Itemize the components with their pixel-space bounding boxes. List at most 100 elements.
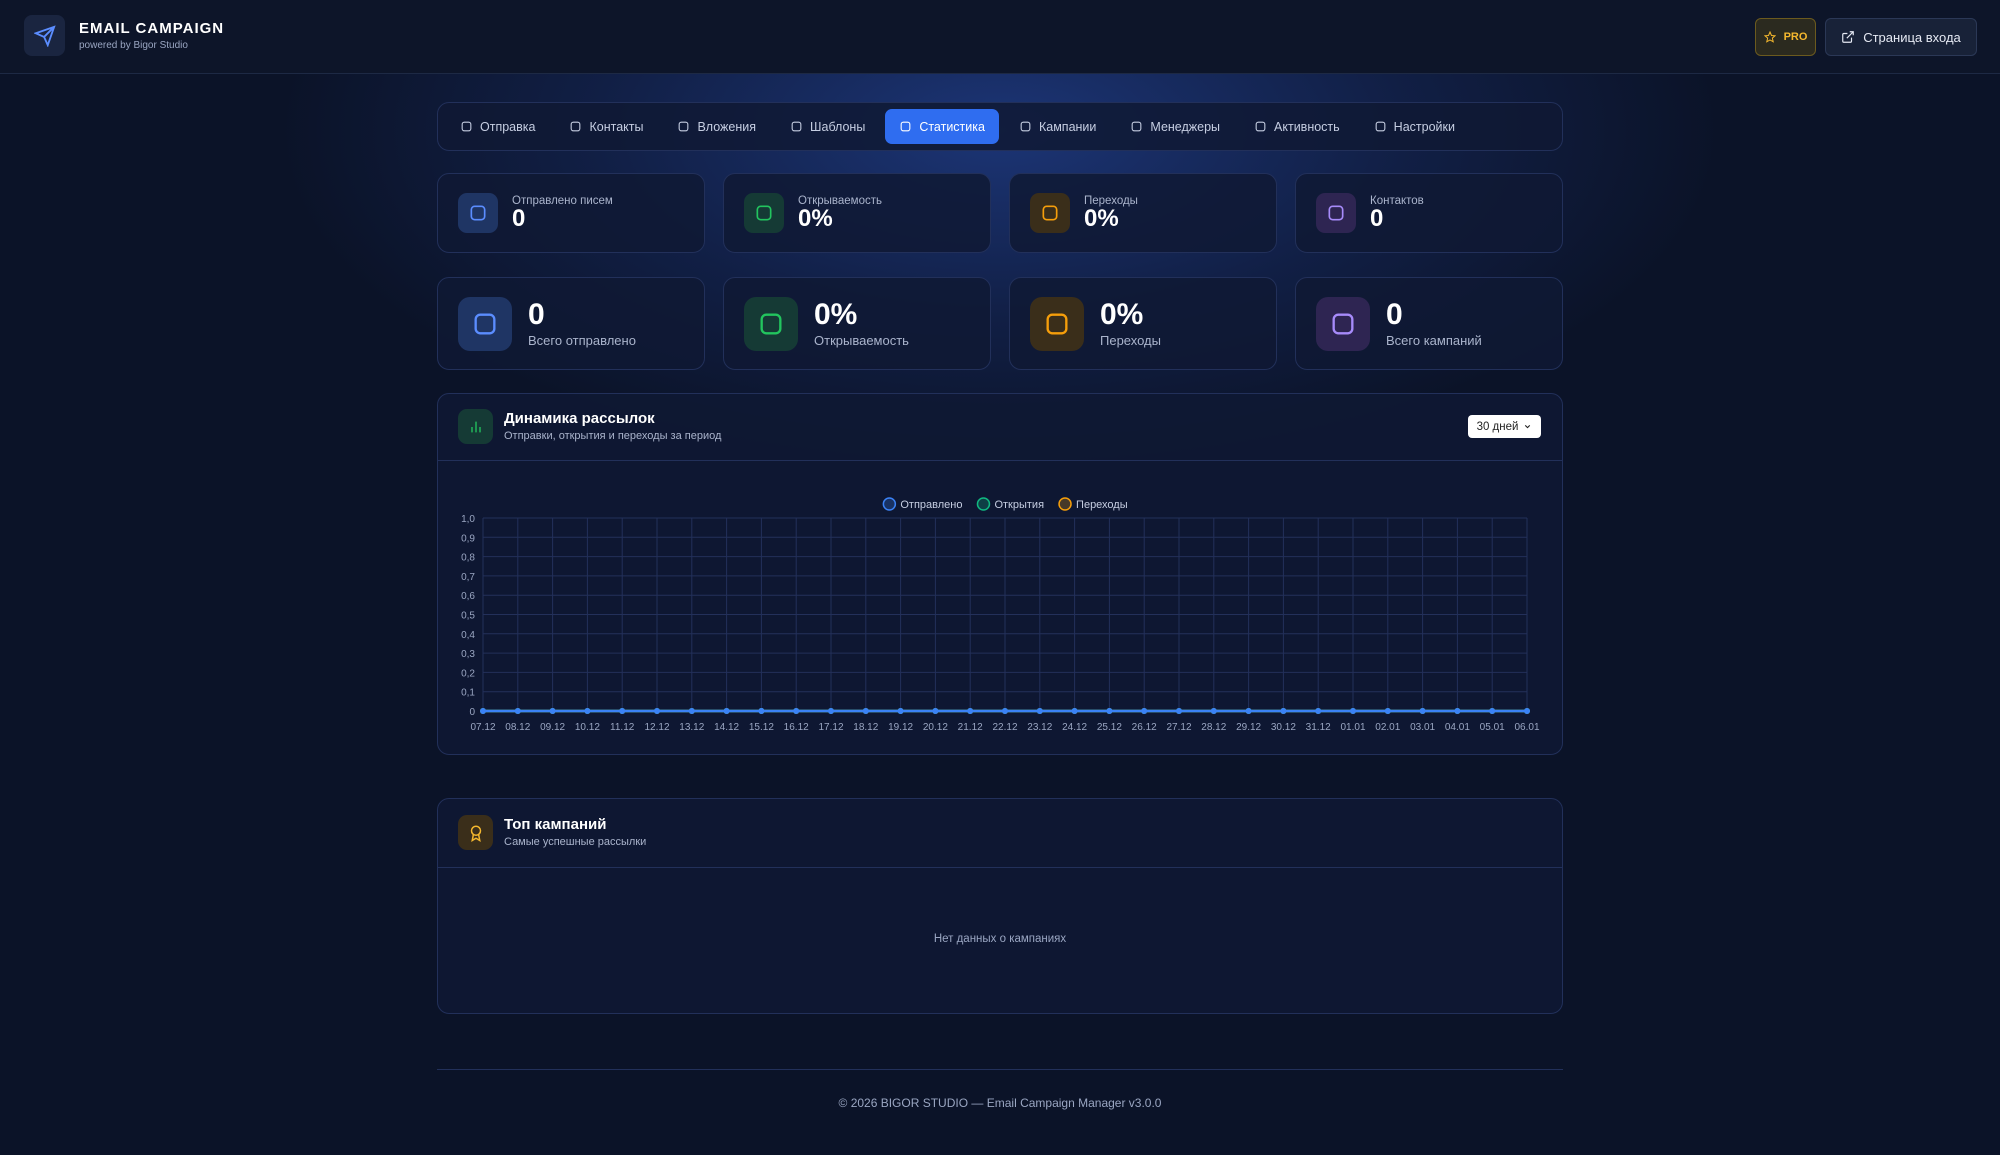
icon bbox=[900, 121, 911, 132]
nav-tab-label: Вложения bbox=[697, 119, 757, 134]
data-point bbox=[619, 708, 626, 714]
pro-label: PRO bbox=[1783, 31, 1808, 43]
chart-subtitle: Отправки, открытия и переходы за период bbox=[504, 430, 722, 442]
y-tick-label: 0,4 bbox=[461, 630, 475, 641]
nav-tab[interactable]: Вложения bbox=[663, 109, 770, 144]
stat-value: 0 bbox=[512, 205, 526, 232]
stat-card: Открываемость 0% bbox=[723, 173, 991, 253]
icon-shape bbox=[571, 121, 581, 132]
chevron bbox=[1525, 424, 1531, 429]
summary-value: 0% bbox=[814, 297, 858, 331]
nav-tab[interactable]: Менеджеры bbox=[1116, 109, 1234, 144]
x-tick-label: 04.01 bbox=[1445, 722, 1470, 733]
nav-tab-label: Статистика bbox=[919, 119, 985, 134]
icon bbox=[1046, 313, 1068, 334]
data-point bbox=[1176, 708, 1182, 714]
bars-icon bbox=[470, 421, 481, 432]
data-point bbox=[1280, 708, 1287, 714]
nav-tab[interactable]: Шаблоны bbox=[776, 109, 879, 144]
star-icon bbox=[1763, 31, 1776, 43]
summary-icon bbox=[744, 296, 798, 351]
data-point bbox=[862, 708, 869, 714]
brand-title: EMAIL CAMPAIGN bbox=[79, 20, 225, 37]
icon bbox=[1332, 313, 1354, 334]
y-tick-label: 0,1 bbox=[461, 688, 475, 699]
y-tick-label: 0,8 bbox=[461, 553, 475, 564]
period-select[interactable]: 30 дней bbox=[1468, 415, 1541, 438]
data-point bbox=[514, 708, 521, 714]
icon bbox=[1020, 121, 1031, 132]
stat-card: Отправлено писем 0 bbox=[437, 173, 705, 253]
nav-tab-label: Контакты bbox=[589, 119, 644, 134]
x-tick-label: 11.12 bbox=[610, 722, 635, 733]
divider bbox=[437, 460, 1563, 461]
nav-tab[interactable]: Статистика bbox=[885, 109, 999, 144]
nav-tab[interactable]: Отправка bbox=[446, 109, 549, 144]
data-point bbox=[967, 708, 974, 714]
period-label: 30 дней bbox=[1476, 420, 1519, 433]
logo-icon bbox=[33, 24, 56, 47]
y-tick-label: 0,9 bbox=[461, 533, 475, 544]
stat-label: Отправлено писем bbox=[512, 195, 613, 207]
y-tick-label: 0 bbox=[469, 707, 475, 718]
summary-value: 0 bbox=[1386, 297, 1403, 331]
y-tick-label: 0,2 bbox=[461, 668, 475, 679]
stat-value: 0% bbox=[798, 205, 833, 232]
data-point bbox=[1524, 708, 1530, 714]
data-point bbox=[1106, 708, 1113, 714]
brand-subtitle: powered by Bigor Studio bbox=[79, 40, 188, 51]
x-tick-label: 06.01 bbox=[1514, 722, 1539, 733]
icon-shape bbox=[1046, 313, 1068, 334]
data-point bbox=[758, 708, 765, 714]
icon bbox=[1042, 205, 1058, 221]
data-point bbox=[1384, 708, 1391, 714]
data-point bbox=[1071, 708, 1078, 714]
summary-text: 0% Открываемость bbox=[814, 297, 909, 348]
x-tick-label: 07.12 bbox=[470, 722, 495, 733]
icon-shape bbox=[1020, 121, 1031, 132]
nav-tab-label: Активность bbox=[1274, 119, 1340, 134]
login-button[interactable]: Страница входа bbox=[1825, 18, 1977, 56]
icon bbox=[791, 121, 802, 132]
icon-shape bbox=[474, 313, 496, 334]
stat-text: Отправлено писем 0 bbox=[512, 195, 613, 231]
icon bbox=[474, 313, 496, 334]
top-heading: Топ кампаний Самые успешные рассылки bbox=[504, 816, 646, 848]
footer: © 2026 BIGOR STUDIO — Email Campaign Man… bbox=[838, 1096, 1162, 1110]
x-tick-label: 02.01 bbox=[1375, 722, 1400, 733]
icon bbox=[461, 121, 472, 132]
stat-text: Открываемость 0% bbox=[798, 195, 882, 231]
x-tick-label: 03.01 bbox=[1410, 722, 1435, 733]
data-point bbox=[654, 708, 660, 714]
stat-label: Открываемость bbox=[798, 195, 882, 207]
legend: Отправлено Открытия Переходы bbox=[882, 497, 1128, 511]
chart: 0 0,1 0,2 0,3 0,4 0,5 0,6 0,7 0,8 0,9 1,0 07.12 08.1… bbox=[461, 497, 1540, 733]
nav-tab[interactable]: Контакты bbox=[555, 109, 657, 144]
summary-value: 0 bbox=[528, 297, 545, 331]
chart-panel bbox=[437, 393, 1563, 755]
summary-label: Всего кампаний bbox=[1386, 332, 1482, 348]
data-point bbox=[584, 708, 591, 714]
stat-label: Контактов bbox=[1370, 195, 1424, 207]
nav-tab[interactable]: Активность bbox=[1240, 109, 1354, 144]
icon-shape bbox=[470, 205, 486, 221]
summary-text: 0 Всего кампаний bbox=[1386, 297, 1482, 348]
stat-card: Контактов 0 bbox=[1295, 173, 1563, 253]
stat-icon bbox=[1316, 193, 1356, 233]
data-point bbox=[1350, 708, 1356, 714]
nav-tab-label: Отправка bbox=[480, 119, 536, 134]
external-icon bbox=[1842, 31, 1855, 43]
x-tick-label: 09.12 bbox=[540, 722, 565, 733]
divider bbox=[437, 867, 1563, 868]
chart-icon bbox=[458, 409, 493, 444]
data-point bbox=[1454, 708, 1461, 714]
nav-tab[interactable]: Кампании bbox=[1005, 109, 1110, 144]
icon-shape bbox=[900, 121, 911, 132]
pro-button[interactable]: PRO bbox=[1755, 18, 1816, 56]
legend-label: Открытия bbox=[994, 499, 1044, 511]
icon bbox=[1328, 205, 1344, 221]
nav-tab[interactable]: Настройки bbox=[1360, 109, 1469, 144]
icon bbox=[760, 313, 782, 334]
x-tick-label: 14.12 bbox=[714, 722, 739, 733]
icon bbox=[1255, 121, 1266, 132]
